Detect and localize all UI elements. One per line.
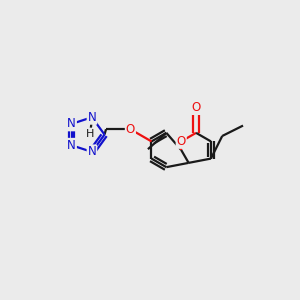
Text: H: H (86, 128, 94, 139)
Text: N: N (67, 117, 76, 130)
Text: N: N (67, 139, 76, 152)
Text: N: N (88, 111, 96, 124)
Text: O: O (177, 135, 186, 148)
Text: N: N (88, 146, 96, 158)
Text: O: O (191, 101, 201, 114)
Text: O: O (126, 123, 135, 136)
